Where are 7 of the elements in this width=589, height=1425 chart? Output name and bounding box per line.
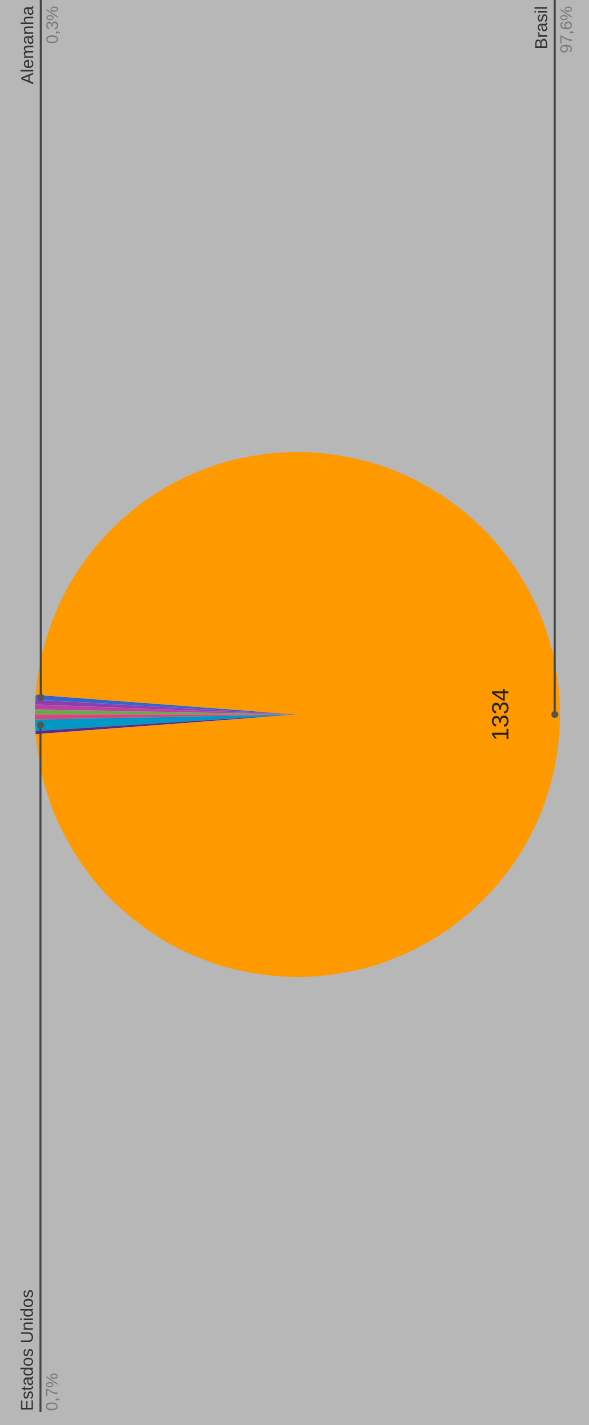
text: 1334	[491, 688, 509, 739]
data-label: 0,3%	[46, 6, 61, 44]
slice-label: Brasil	[534, 7, 548, 48]
data-label: 97,6%	[560, 6, 574, 53]
slice-label: Estados Unidos	[20, 1290, 34, 1410]
data-label: 0,7%	[45, 1373, 60, 1411]
slice-label: Alemanha	[20, 6, 34, 85]
